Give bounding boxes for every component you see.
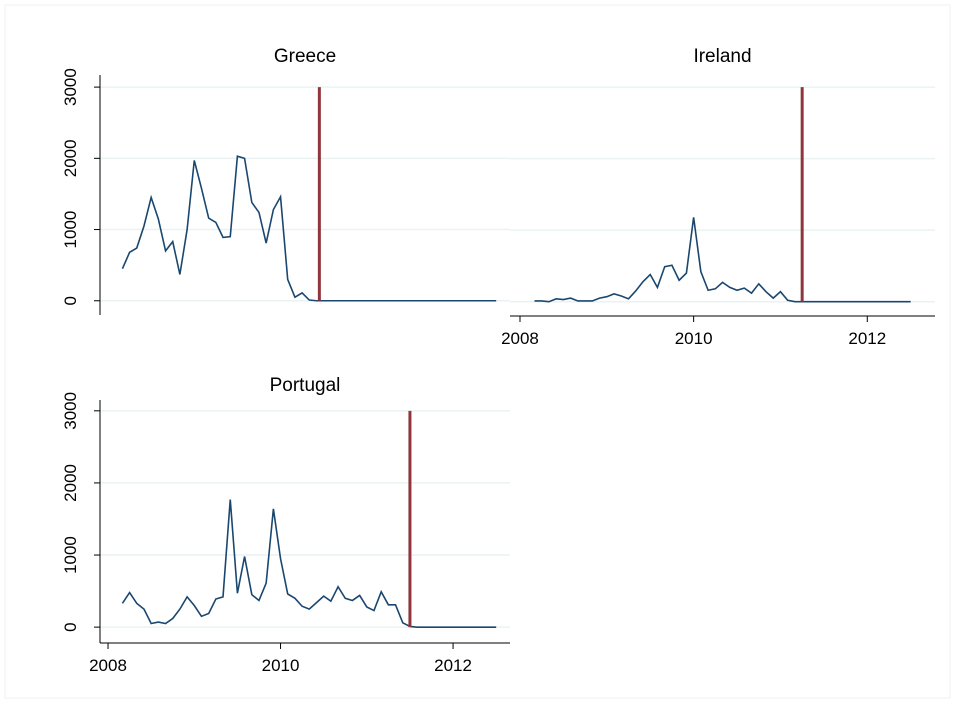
x-tick-label: 2012: [434, 656, 472, 675]
y-tick-label: 2000: [61, 139, 80, 177]
y-tick-label: 3000: [61, 68, 80, 106]
y-tick-label: 0: [61, 296, 80, 305]
x-tick-label: 2012: [848, 329, 886, 348]
x-tick-label: 2008: [501, 329, 539, 348]
panel-title: Ireland: [693, 46, 751, 67]
y-tick-label: 1000: [61, 536, 80, 574]
x-tick-label: 2010: [675, 329, 713, 348]
data-line: [534, 217, 911, 303]
x-tick-label: 2008: [89, 656, 127, 675]
panel-title: Portugal: [270, 375, 341, 396]
y-tick-label: 3000: [61, 392, 80, 430]
y-tick-label: 0: [61, 622, 80, 631]
y-tick-label: 2000: [61, 464, 80, 502]
panel-title: Greece: [274, 46, 336, 67]
y-tick-label: 1000: [61, 211, 80, 249]
background: [4, 4, 951, 699]
data-line: [121, 155, 497, 302]
data-line: [121, 499, 497, 628]
x-tick-label: 2010: [262, 656, 300, 675]
